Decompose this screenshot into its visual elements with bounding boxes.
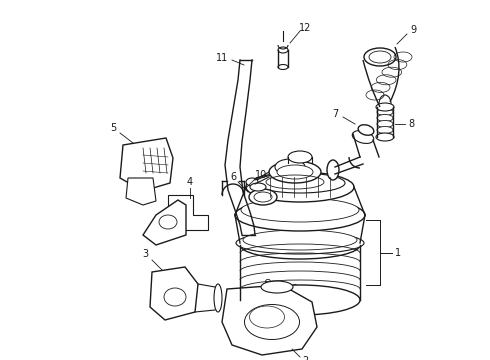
Polygon shape: [150, 267, 198, 320]
Ellipse shape: [235, 199, 365, 231]
Ellipse shape: [277, 165, 313, 179]
Text: 6: 6: [230, 172, 236, 182]
Ellipse shape: [240, 231, 360, 259]
Ellipse shape: [379, 95, 391, 113]
Ellipse shape: [159, 215, 177, 229]
Ellipse shape: [288, 151, 312, 163]
Ellipse shape: [352, 131, 374, 143]
Ellipse shape: [255, 173, 345, 193]
Ellipse shape: [261, 281, 293, 293]
Text: 9: 9: [410, 25, 416, 35]
Circle shape: [293, 284, 297, 289]
Ellipse shape: [269, 161, 321, 183]
Text: 2: 2: [302, 356, 308, 360]
Ellipse shape: [377, 121, 393, 127]
Ellipse shape: [328, 161, 338, 179]
Text: 7: 7: [332, 109, 338, 119]
Ellipse shape: [254, 192, 272, 202]
Ellipse shape: [376, 133, 394, 141]
Ellipse shape: [275, 159, 305, 175]
Ellipse shape: [241, 198, 359, 222]
Ellipse shape: [243, 230, 357, 250]
Text: 1: 1: [395, 248, 401, 258]
Ellipse shape: [377, 108, 393, 116]
Ellipse shape: [249, 189, 277, 205]
Ellipse shape: [358, 125, 374, 135]
Circle shape: [266, 290, 270, 295]
Ellipse shape: [214, 284, 222, 312]
Ellipse shape: [240, 285, 360, 315]
Ellipse shape: [369, 51, 391, 63]
Ellipse shape: [250, 183, 266, 191]
Polygon shape: [168, 195, 208, 230]
Ellipse shape: [377, 126, 393, 134]
Ellipse shape: [236, 232, 364, 254]
Text: 8: 8: [408, 119, 414, 129]
Ellipse shape: [249, 306, 285, 328]
Ellipse shape: [327, 160, 339, 180]
Polygon shape: [222, 285, 317, 355]
Ellipse shape: [246, 172, 354, 202]
Text: 4: 4: [187, 177, 193, 187]
Text: 10: 10: [255, 170, 267, 180]
Text: 3: 3: [142, 249, 148, 259]
Ellipse shape: [376, 103, 394, 111]
Ellipse shape: [245, 305, 299, 339]
Ellipse shape: [377, 114, 393, 122]
Ellipse shape: [246, 178, 258, 186]
Ellipse shape: [278, 64, 288, 69]
Polygon shape: [143, 200, 186, 245]
Text: 5: 5: [110, 123, 116, 133]
Circle shape: [266, 279, 270, 284]
Text: 12: 12: [299, 23, 311, 33]
Ellipse shape: [164, 288, 186, 306]
Polygon shape: [120, 138, 173, 191]
Ellipse shape: [278, 47, 288, 53]
Polygon shape: [126, 178, 156, 205]
Text: 11: 11: [216, 53, 228, 63]
Ellipse shape: [364, 48, 396, 66]
